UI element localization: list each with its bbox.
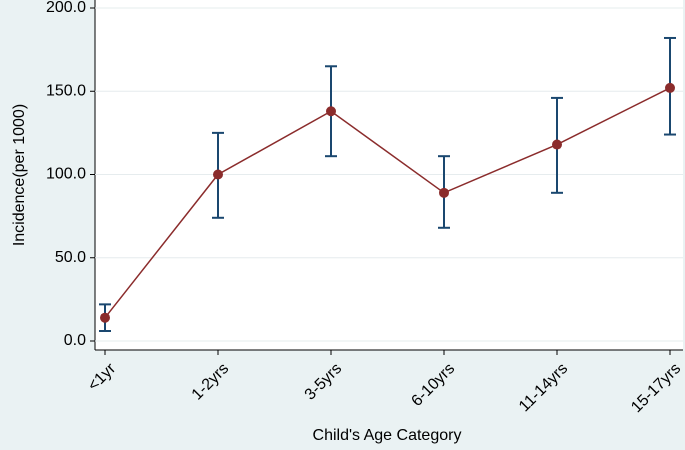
y-tick-label: 150.0: [46, 82, 86, 99]
point: [213, 169, 223, 180]
y-tick-label: 50.0: [55, 249, 86, 266]
y-axis-title: Incidence(per 1000): [11, 104, 28, 246]
y-tick-label: 200.0: [46, 0, 86, 16]
point: [439, 187, 449, 198]
point: [665, 82, 675, 93]
point: [100, 312, 110, 323]
line: [104, 87, 671, 319]
x-axis-title: Child's Age Category: [313, 427, 462, 444]
y-tick-label: 0.0: [64, 332, 86, 349]
y-tick-label: 100.0: [46, 166, 86, 183]
point: [552, 139, 562, 150]
point: [326, 106, 336, 117]
